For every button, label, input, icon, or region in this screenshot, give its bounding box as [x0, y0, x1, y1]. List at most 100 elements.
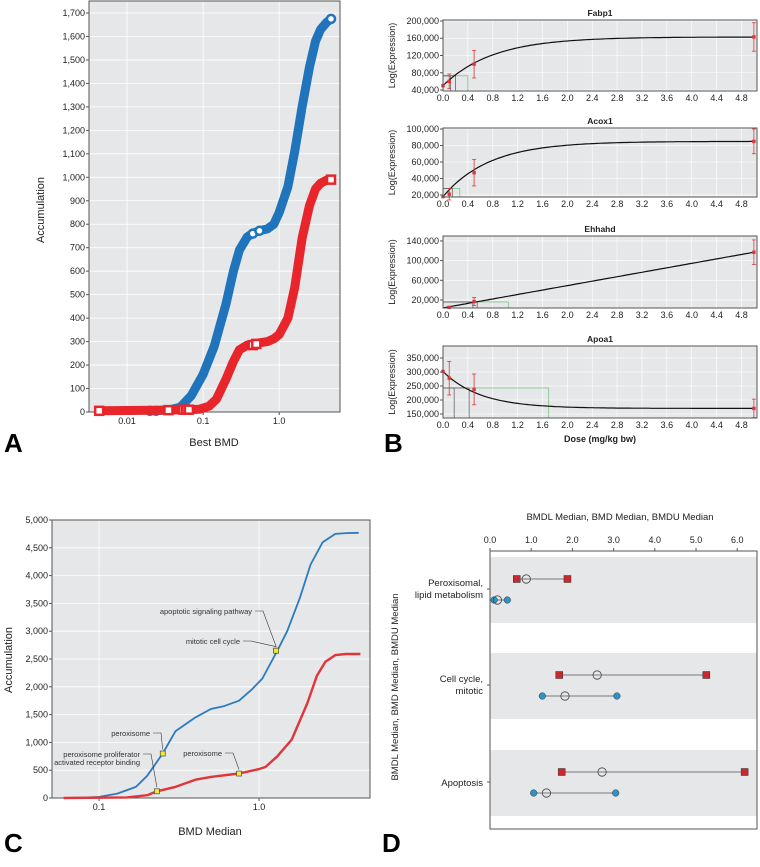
data-point	[447, 79, 451, 84]
data-point-red	[183, 404, 195, 415]
x-tick-label: 1.2	[511, 199, 524, 209]
annotation-label: peroxisome	[111, 729, 150, 738]
panel-c-chart: 0.1 1.0 0 500 1,000 1,500 2,000 2,500 3,000 3,500…	[3, 515, 371, 838]
x-tick-label: 4.4	[710, 93, 723, 103]
plot-frame	[88, 0, 341, 413]
y-tick-label: 1,500	[62, 55, 85, 65]
bmd-median-marker-blue	[560, 691, 570, 701]
x-tick-label: 1.6	[536, 420, 549, 430]
y-tick-label: 150,000	[406, 409, 439, 419]
annotation-arrow	[153, 732, 164, 750]
x-tick-label: 4.0	[685, 310, 698, 320]
subplot-ehhahd: 0.0 0.4 0.8 1.2 1.6 2.0 2.4 2.8 3.2 3.6 4.0 4.4 4.8 2…	[387, 224, 758, 320]
y-tick-label: 5,000	[25, 515, 48, 525]
subplot-acox1: 0.0 0.4 0.8 1.2 1.6 2.0 2.4 2.8 3.2 3.6 4.0 4.4 4.8 2…	[387, 116, 758, 209]
annotation-marker	[154, 788, 160, 795]
x-tick-label: 2.4	[586, 420, 599, 430]
x-tick-label: 0.0	[437, 93, 450, 103]
data-point-blue	[325, 13, 337, 25]
subplot-apoa1: 0.0 0.4 0.8 1.2 1.6 2.0 2.4 2.8 3.2 3.6 4.0 4.4 4.8 1…	[387, 334, 758, 430]
x-tick-label: 2.4	[586, 310, 599, 320]
bmd-bound-marker-red	[555, 671, 563, 679]
category-band	[490, 653, 757, 719]
x-tick-label: 1.0	[273, 416, 286, 426]
y-tick-label: 0	[80, 407, 85, 417]
x-tick-label: 2.0	[561, 93, 574, 103]
data-point	[447, 192, 451, 196]
x-tick-label: 3.6	[661, 420, 674, 430]
x-tick-label: 0.0	[437, 420, 450, 430]
annotation-label: activated receptor binding	[54, 758, 140, 767]
y-tick-label: 4,000	[25, 571, 48, 581]
x-tick-label: 3.6	[661, 199, 674, 209]
category-label: mitotic	[456, 686, 484, 697]
panel-label-d: D	[382, 828, 401, 858]
fit-curve	[442, 251, 755, 309]
y-tick-label: 1,700	[62, 8, 85, 18]
bmd-bound-marker-blue	[612, 789, 620, 797]
category-band	[490, 557, 757, 623]
y-axis-label: Log(Expression)	[387, 239, 397, 305]
data-point	[472, 387, 476, 392]
plot-background	[443, 128, 757, 197]
x-tick-label: 2.0	[561, 199, 574, 209]
category-label: lipid metabolism	[415, 590, 483, 601]
panel-label-b: B	[384, 428, 403, 458]
panel-b-charts: 0.0 0.4 0.8 1.2 1.6 2.0 2.4 2.8 3.2 3.6 4.0 4.4 4.8 4…	[387, 8, 758, 444]
annotation-marker	[236, 770, 242, 777]
data-point	[472, 299, 476, 304]
x-tick-label: 3.2	[636, 93, 649, 103]
bmd-median-marker-red	[521, 574, 531, 584]
y-tick-label: 80,000	[411, 140, 439, 150]
y-tick-label: 1,300	[62, 102, 85, 112]
x-tick-label: 0.0	[437, 310, 450, 320]
annotation-arrow	[243, 640, 277, 647]
plot-frame	[442, 235, 758, 309]
x-axis-label: Dose (mg/kg bw)	[564, 434, 636, 444]
y-tick-label: 2,500	[25, 654, 48, 664]
x-tick-label: 3.6	[661, 310, 674, 320]
subplot-title: Acox1	[587, 116, 613, 126]
y-tick-label: 800	[70, 219, 85, 229]
subplot-title: Fabp1	[587, 8, 612, 18]
x-tick-label: 1.2	[511, 420, 524, 430]
x-tick-label: 4.8	[735, 199, 748, 209]
bmd-bound-marker-red	[702, 671, 711, 679]
x-tick-label: 5.0	[690, 535, 703, 545]
bmd-bound-marker-red	[557, 768, 566, 776]
data-point	[752, 139, 756, 144]
bmd-median-marker-blue	[541, 788, 552, 798]
data-point-red	[163, 404, 174, 416]
y-tick-label: 500	[70, 290, 85, 300]
y-tick-label: 1,500	[25, 710, 48, 720]
x-tick-label: 1.0	[525, 535, 538, 545]
series-line-blue	[63, 531, 359, 799]
y-tick-label: 0	[43, 793, 48, 803]
subplot-title: Apoa1	[587, 334, 613, 344]
y-tick-label: 250,000	[406, 381, 439, 391]
y-tick-label: 1,600	[62, 31, 85, 41]
data-point-red	[251, 338, 262, 350]
bmd-bound-marker-red	[563, 575, 572, 583]
annotation-marker	[159, 750, 166, 757]
plot-frame	[442, 127, 758, 198]
y-tick-label: 200,000	[406, 395, 439, 405]
data-point-red	[325, 174, 337, 185]
y-tick-label: 600	[70, 266, 85, 276]
plot-background	[443, 236, 757, 308]
data-point-red	[93, 405, 105, 417]
panel-a-chart: 0.01 0.1 1.0 0 100 200 300 400 500 600 700 800 900 1,…	[35, 0, 341, 449]
x-tick-label: 1.6	[536, 93, 549, 103]
data-point	[447, 376, 451, 380]
y-tick-label: 20,000	[411, 190, 439, 200]
x-tick-label: 4.8	[735, 420, 748, 430]
y-tick-label: 100,000	[406, 124, 439, 134]
y-tick-label: 400	[70, 313, 85, 323]
y-tick-label: 100,000	[406, 256, 439, 266]
x-axis-label: Best BMD	[189, 437, 239, 449]
category-label: Cell cycle,	[440, 674, 483, 685]
y-axis-label: Accumulation	[3, 627, 15, 693]
x-tick-label: 3.2	[636, 310, 649, 320]
data-point	[752, 250, 756, 254]
